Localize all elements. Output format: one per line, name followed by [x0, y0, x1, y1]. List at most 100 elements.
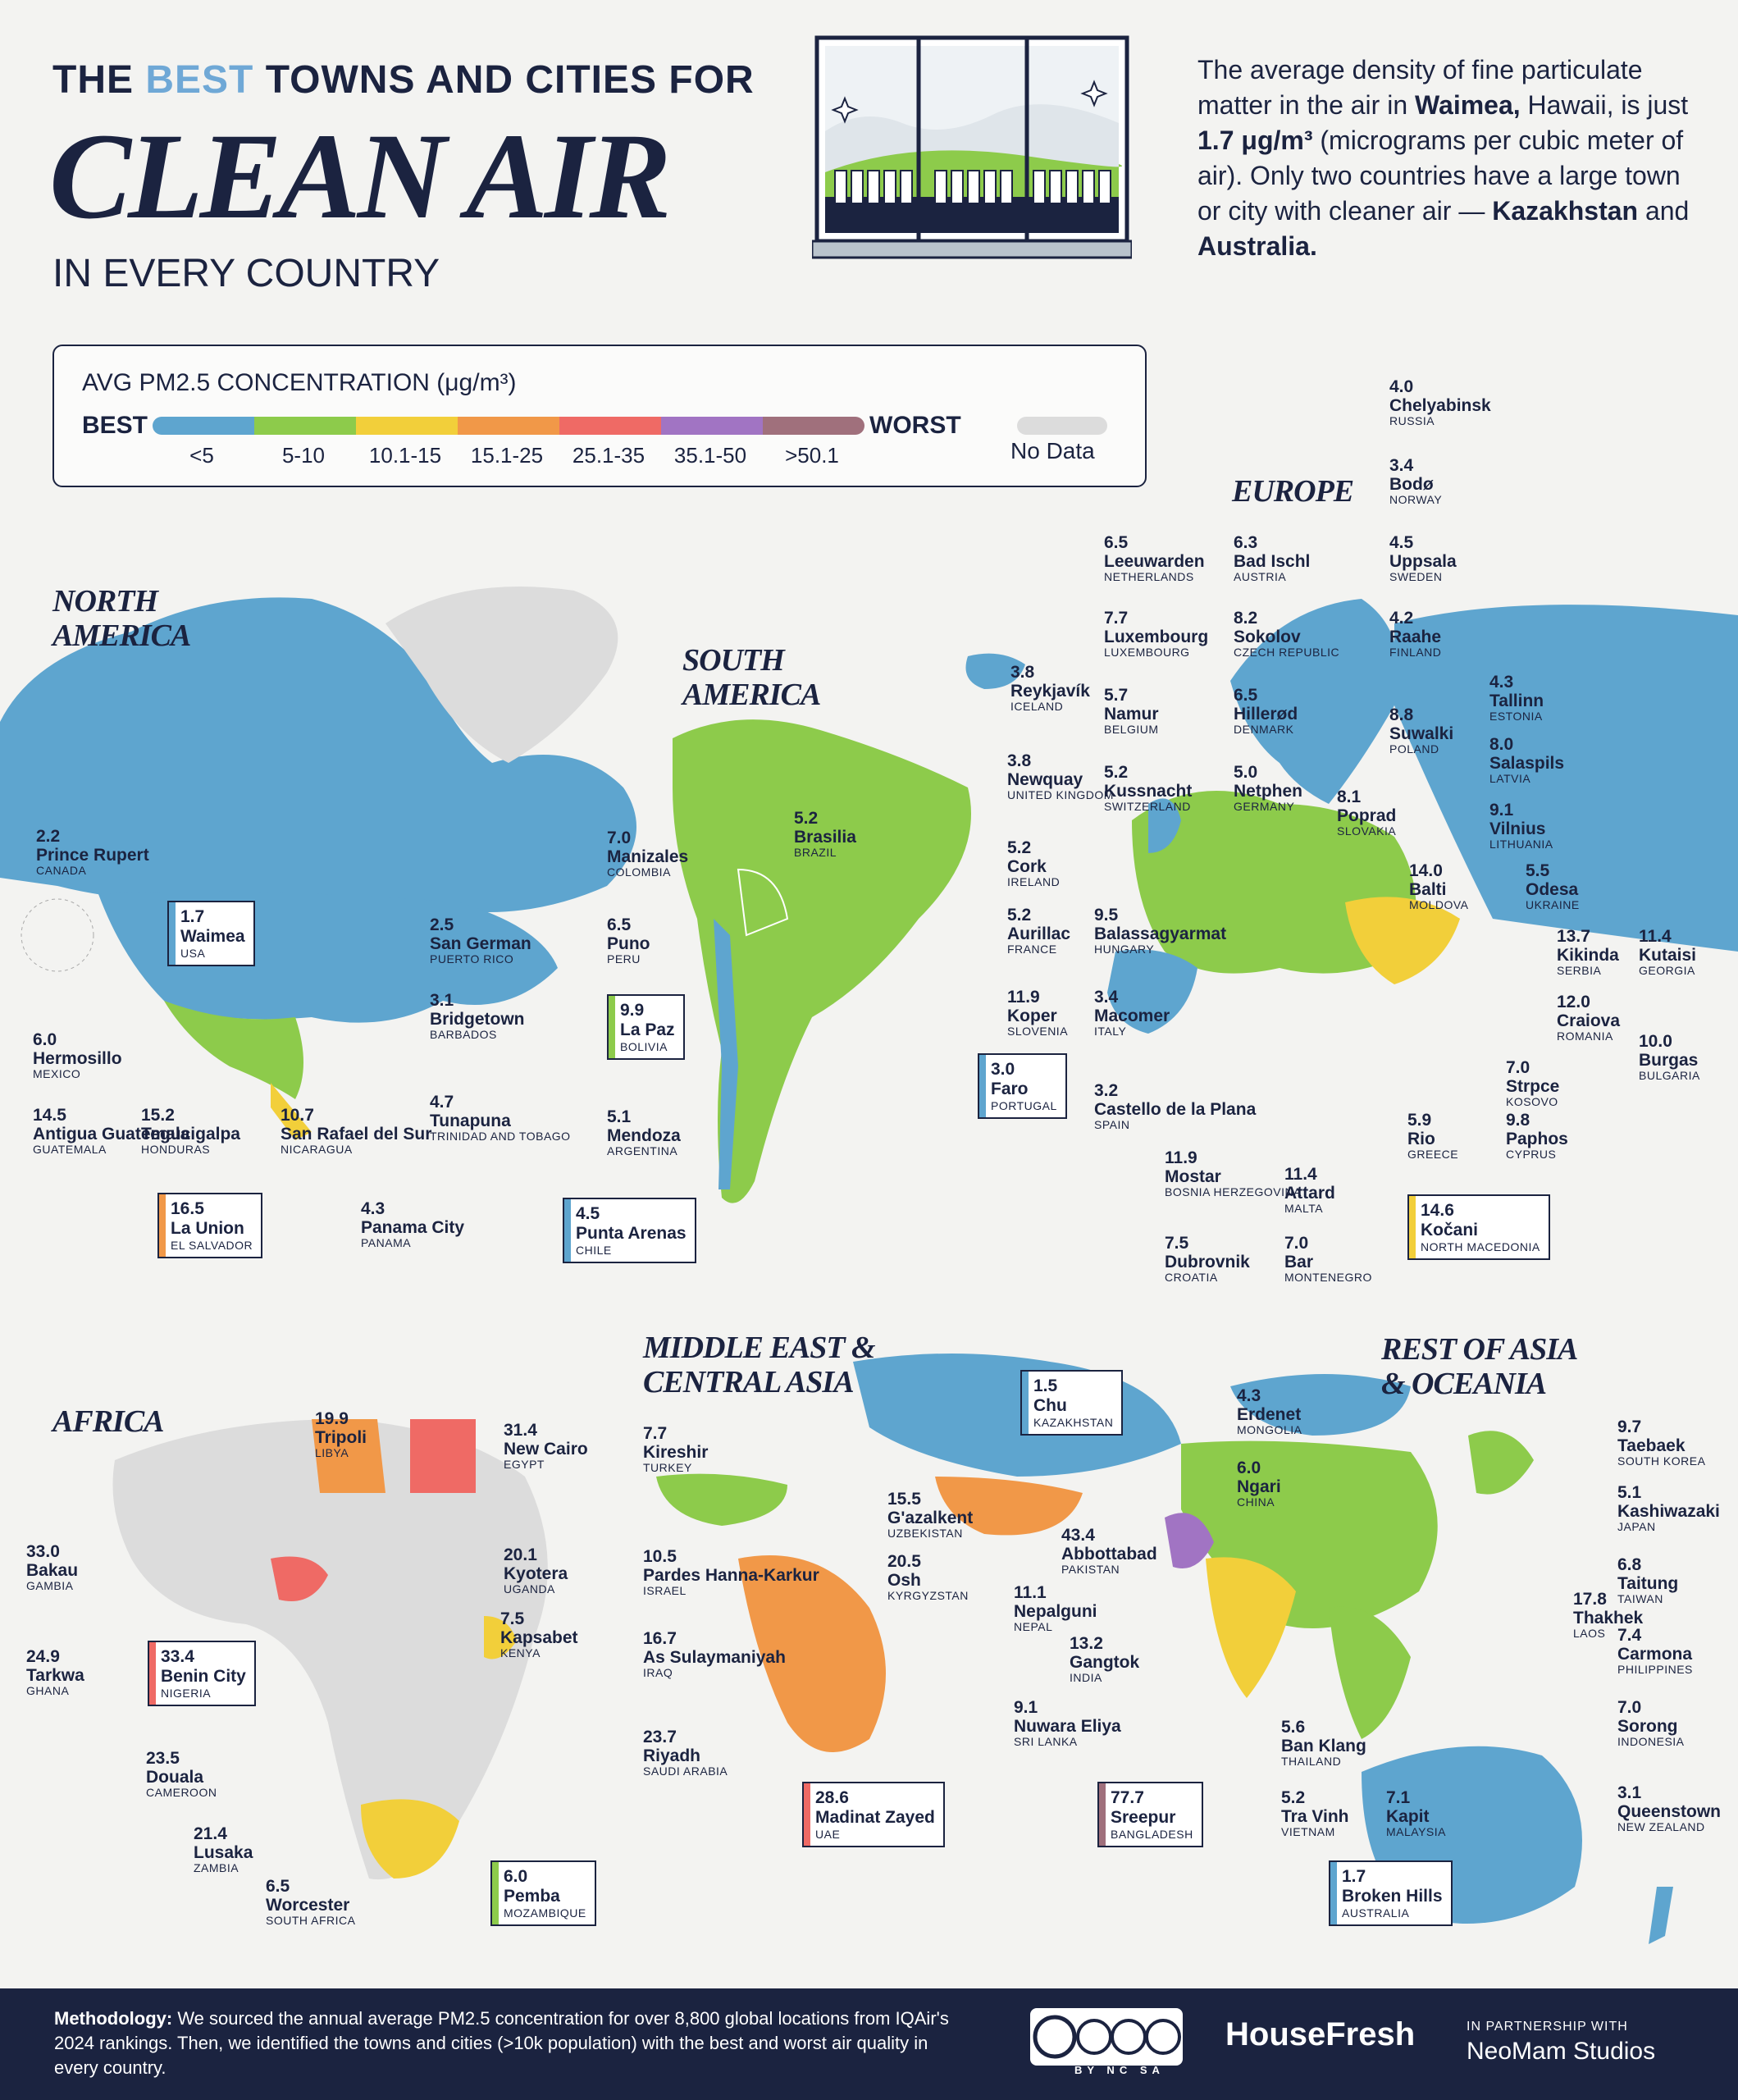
city-name: Bodø [1389, 475, 1434, 495]
russia-shape [1394, 605, 1738, 952]
city-label-newquay: 3.8 Newquay UNITED KINGDOM [1007, 751, 1114, 802]
city-value: 5.9 [1407, 1111, 1432, 1130]
city-name: San German [430, 934, 531, 954]
legend-bin-3 [458, 417, 559, 435]
city-name: Rio [1407, 1130, 1435, 1149]
city-country: VIETNAM [1281, 1825, 1335, 1839]
city-label-vilnius: 9.1 Vilnius LITHUANIA [1489, 801, 1553, 851]
city-label-sreepur: 77.7 Sreepur BANGLADESH [1097, 1782, 1203, 1848]
city-label-puno: 6.5 Puno PERU [607, 915, 650, 966]
city-value: 21.4 [194, 1824, 227, 1843]
city-label-attard: 11.4 Attard MALTA [1284, 1165, 1335, 1216]
city-country: ARGENTINA [607, 1144, 678, 1158]
housefresh-logo: HouseFresh [1225, 2016, 1416, 2052]
no-data-swatch [1017, 417, 1107, 435]
city-label-taitung: 6.8 Taitung TAIWAN [1617, 1555, 1678, 1606]
city-name: Tallinn [1489, 692, 1544, 711]
city-label-thakhek: 17.8 Thakhek LAOS [1573, 1590, 1643, 1641]
city-label-uppsala: 4.5 Uppsala SWEDEN [1389, 533, 1457, 584]
city-country: SWITZERLAND [1104, 800, 1191, 814]
city-country: NORWAY [1389, 493, 1443, 507]
city-name: Brasilia [794, 828, 856, 847]
city-label-suwalki: 8.8 Suwalki POLAND [1389, 705, 1453, 756]
legend-bin-label: <5 [189, 443, 214, 468]
city-name: Benin City [161, 1667, 246, 1687]
subtitle: IN EVERY COUNTRY [52, 252, 440, 295]
city-country: AUSTRALIA [1342, 1906, 1410, 1920]
city-name: Thakhek [1573, 1609, 1644, 1628]
city-value: 9.1 [1014, 1698, 1038, 1717]
city-value: 3.0 [991, 1060, 1015, 1079]
city-label-broken-hills: 1.7 Broken Hills AUSTRALIA [1329, 1860, 1453, 1927]
city-value: 33.0 [26, 1542, 60, 1561]
city-name: Balassagyarmat [1094, 924, 1227, 944]
city-label-hermosillo: 6.0 Hermosillo MEXICO [33, 1030, 122, 1081]
city-label-kashiwazaki: 5.1 Kashiwazaki JAPAN [1617, 1483, 1720, 1534]
city-label-faro: 3.0 Faro PORTUGAL [978, 1053, 1067, 1120]
city-label-kapit: 7.1 Kapit MALAYSIA [1386, 1788, 1446, 1839]
city-value: 3.8 [1007, 751, 1032, 770]
legend-bin-0 [153, 417, 254, 435]
city-country: MONGOLIA [1237, 1423, 1302, 1437]
city-name: Ngari [1237, 1477, 1281, 1497]
city-country: BANGLADESH [1111, 1828, 1193, 1842]
city-value: 6.0 [1237, 1459, 1261, 1477]
city-value: 12.0 [1557, 993, 1590, 1011]
city-country: UAE [815, 1828, 841, 1842]
city-label-gazalkent: 15.5 G'azalkent UZBEKISTAN [887, 1490, 973, 1541]
value-color-bar [492, 1862, 499, 1925]
city-country: HUNGARY [1094, 943, 1155, 956]
title-top-line: THE BEST TOWNS AND CITIES FOR [52, 58, 755, 102]
legend-bin-label: 10.1-15 [368, 443, 442, 468]
korea-japan-shape [1468, 1431, 1534, 1495]
city-label-sorong: 7.0 Sorong INDONESIA [1617, 1698, 1685, 1749]
city-label-poprad: 8.1 Poprad SLOVAKIA [1337, 788, 1396, 838]
city-country: NICARAGUA [281, 1143, 353, 1157]
city-name: Poprad [1337, 806, 1397, 826]
city-name: Salaspils [1489, 754, 1565, 774]
region-asia-oceania: REST OF ASIA & OCEANIA [1381, 1332, 1576, 1401]
city-value: 3.8 [1010, 663, 1035, 682]
city-country: LATVIA [1489, 772, 1531, 786]
city-label-chu: 1.5 Chu KAZAKHSTAN [1020, 1370, 1124, 1436]
city-value: 4.3 [1237, 1386, 1261, 1405]
legend-bin-6 [763, 417, 864, 435]
city-value: 17.8 [1573, 1590, 1607, 1609]
city-value: 11.4 [1639, 927, 1672, 946]
city-country: SLOVENIA [1007, 1025, 1069, 1039]
city-label-macomer: 3.4 Macomer ITALY [1094, 988, 1170, 1039]
city-label-prince-rupert: 2.2 Prince Rupert CANADA [36, 827, 149, 878]
city-value: 2.5 [430, 915, 454, 934]
city-label-nepalguni: 11.1 Nepalguni NEPAL [1014, 1583, 1097, 1634]
city-value: 5.2 [1007, 906, 1032, 924]
city-country: NIGERIA [161, 1687, 212, 1701]
city-country: MALAYSIA [1386, 1825, 1446, 1839]
city-value: 4.7 [430, 1093, 454, 1112]
mexico-shape [164, 1001, 303, 1099]
city-country: GEORGIA [1639, 964, 1695, 978]
city-name: Attard [1284, 1184, 1335, 1203]
city-value: 1.5 [1033, 1376, 1058, 1395]
kazakhstan-shape [853, 1354, 1181, 1477]
region-africa: AFRICA [52, 1404, 165, 1439]
city-label-san-rafael: 10.7 San Rafael del Sur NICARAGUA [281, 1106, 431, 1157]
city-label-rio: 5.9 Rio GREECE [1407, 1111, 1458, 1162]
city-name: San Rafael del Sur [281, 1125, 432, 1144]
uk-shape [1148, 798, 1181, 853]
city-name: Bad Ischl [1234, 552, 1311, 572]
city-country: SPAIN [1094, 1118, 1130, 1132]
city-label-aurillac: 5.2 Aurillac FRANCE [1007, 906, 1070, 956]
value-color-bar [169, 902, 176, 966]
city-name: Tarkwa [26, 1666, 84, 1686]
city-label-kireshir: 7.7 Kireshir TURKEY [643, 1424, 708, 1475]
city-label-bad-ischl: 6.3 Bad Ischl AUSTRIA [1234, 533, 1310, 584]
city-value: 9.8 [1506, 1111, 1530, 1130]
city-value: 24.9 [26, 1647, 60, 1666]
legend-bin-4 [559, 417, 661, 435]
city-value: 1.7 [1342, 1867, 1366, 1886]
city-value: 15.2 [141, 1106, 175, 1125]
city-value: 5.5 [1526, 861, 1550, 880]
city-label-abbottabad: 43.4 Abbottabad PAKISTAN [1061, 1526, 1157, 1577]
legend-bin-1 [254, 417, 356, 435]
city-country: CAMEROON [146, 1786, 217, 1800]
